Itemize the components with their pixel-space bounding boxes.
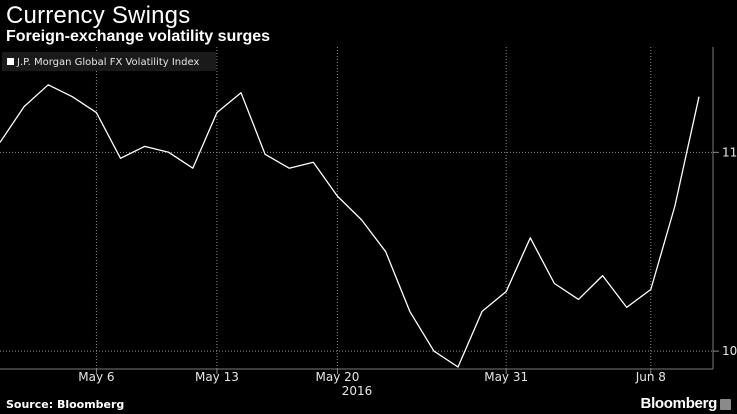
data-point-23 <box>552 282 556 286</box>
data-point-21 <box>504 289 508 293</box>
x-tick-label-4: Jun 8 <box>635 370 666 384</box>
data-point-15 <box>360 218 364 222</box>
data-point-19 <box>456 365 460 369</box>
data-point-18 <box>432 349 436 353</box>
data-point-17 <box>408 309 412 313</box>
series-line-fx-volatility <box>0 84 700 368</box>
series-layer <box>0 83 701 369</box>
axis-ticks: 10 11 May 6 May 13 May 20 May 31 Jun 8 <box>78 145 737 384</box>
chart-title: Currency Swings <box>6 2 191 29</box>
bloomberg-logo-icon <box>720 399 731 410</box>
x-tick-label-3: May 31 <box>484 370 528 384</box>
bloomberg-logo: Bloomberg <box>640 395 718 412</box>
data-point-28 <box>673 204 677 208</box>
data-point-7 <box>167 150 171 154</box>
legend-background <box>2 52 216 71</box>
data-point-20 <box>480 309 484 313</box>
data-point-12 <box>287 166 291 170</box>
legend-entry-label: J.P. Morgan Global FX Volatility Index <box>16 57 199 68</box>
data-point-24 <box>576 297 580 301</box>
data-point-14 <box>335 194 339 198</box>
y-tick-label-11: 11 <box>722 145 737 159</box>
data-point-25 <box>601 274 605 278</box>
data-point-9 <box>215 111 219 115</box>
data-point-4 <box>94 111 98 115</box>
data-point-3 <box>70 95 74 99</box>
data-point-5 <box>119 156 123 160</box>
x-axis-year-label: 2016 <box>342 384 373 398</box>
data-point-13 <box>311 160 315 164</box>
data-point-10 <box>239 91 243 95</box>
data-point-11 <box>263 152 267 156</box>
data-point-29 <box>697 95 701 99</box>
data-point-8 <box>191 166 195 170</box>
legend-swatch <box>7 58 14 65</box>
data-point-26 <box>625 305 629 309</box>
data-point-16 <box>384 250 388 254</box>
x-tick-label-1: May 13 <box>195 370 239 384</box>
legend: J.P. Morgan Global FX Volatility Index <box>2 52 216 71</box>
plot-area <box>0 47 713 369</box>
data-point-6 <box>143 144 147 148</box>
x-tick-label-2: May 20 <box>315 370 359 384</box>
data-point-1 <box>22 105 26 109</box>
y-tick-label-10: 10 <box>722 344 737 358</box>
data-point-22 <box>528 236 532 240</box>
data-point-27 <box>649 287 653 291</box>
source-note: Source: Bloomberg <box>6 398 125 411</box>
grid-lines <box>0 47 713 369</box>
chart-subtitle: Foreign-exchange volatility surges <box>6 28 271 45</box>
data-point-2 <box>46 83 50 87</box>
x-tick-label-0: May 6 <box>78 370 114 384</box>
